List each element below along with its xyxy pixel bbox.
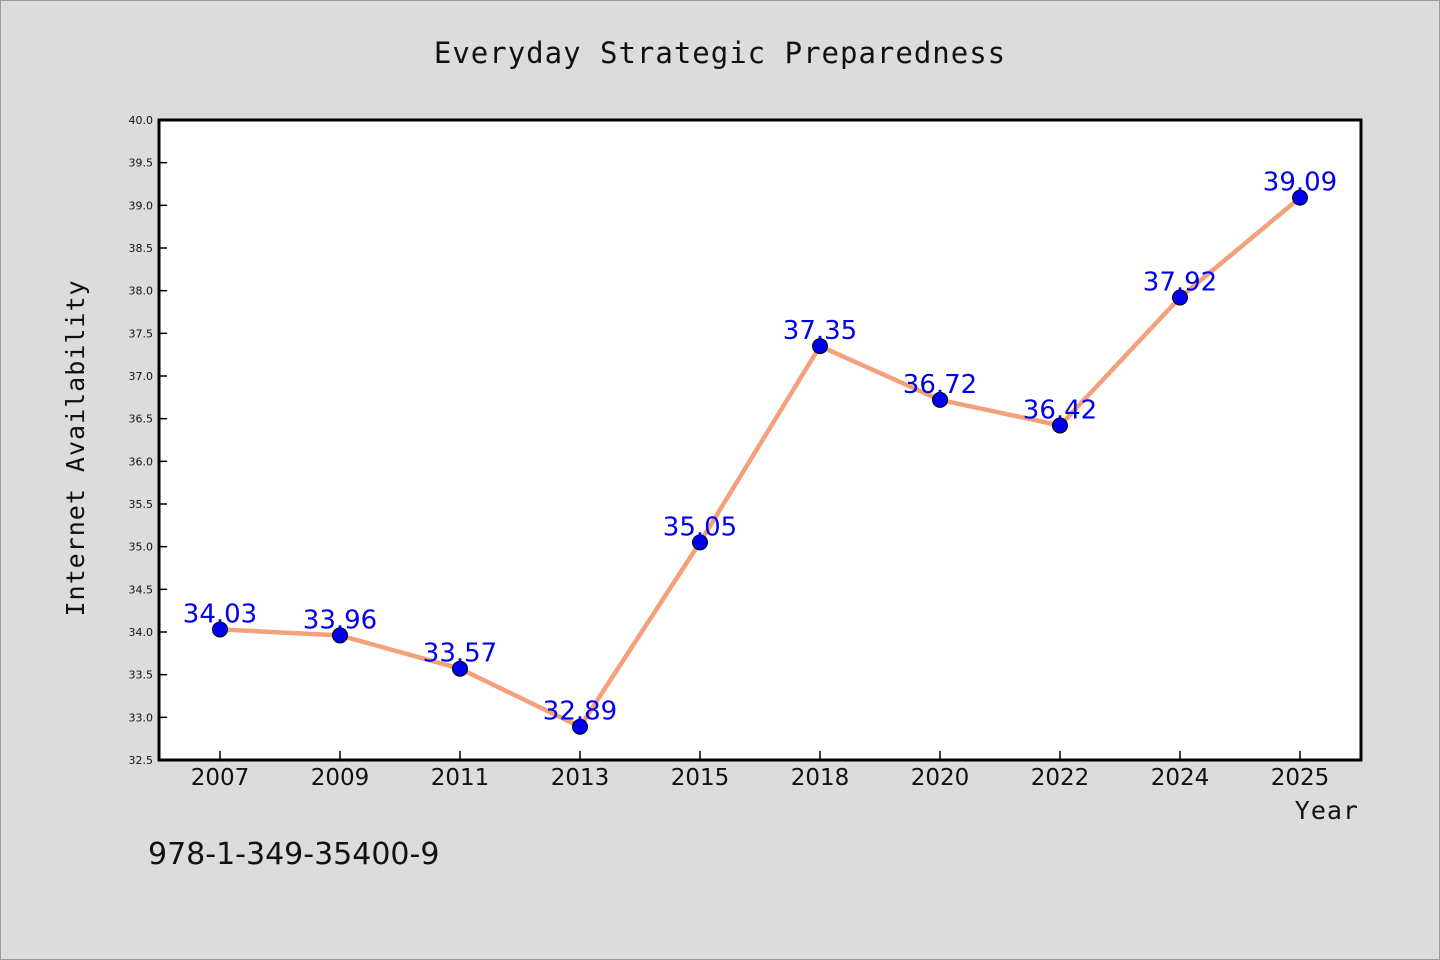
x-tick-label: 2011 (431, 765, 490, 791)
x-tick-label: 2013 (551, 765, 610, 791)
y-tick-label: 36.5 (129, 413, 154, 426)
x-tick-label: 2025 (1271, 765, 1330, 791)
data-point (332, 627, 348, 644)
chart-title: Everyday Strategic Preparedness (434, 36, 1006, 70)
x-tick-label: 2022 (1031, 765, 1090, 791)
data-label: 36.72 (903, 370, 977, 400)
series-markers (212, 189, 1308, 735)
x-tick-label: 2018 (791, 765, 850, 791)
data-label: 39.09 (1263, 168, 1337, 198)
data-point (1052, 417, 1068, 434)
data-label: 37.35 (783, 316, 857, 346)
series-line (217, 195, 1303, 729)
y-tick-label: 37.5 (129, 327, 154, 340)
x-tick-label: 2007 (191, 765, 250, 791)
y-tick-label: 38.5 (129, 242, 154, 255)
data-label: 37.92 (1143, 267, 1217, 297)
y-tick-label: 35.0 (129, 541, 154, 554)
y-tick-label: 38.0 (129, 285, 154, 298)
x-tick-label: 2024 (1151, 765, 1210, 791)
y-axis-label: Internet Availability (61, 279, 90, 616)
data-labels: 34.03 33.96 33.57 32.89 35.05 37.35 36.72 36.42… (183, 168, 1337, 727)
data-point (1172, 289, 1188, 306)
data-point (812, 338, 828, 355)
y-tick-label: 36.0 (129, 455, 154, 468)
data-point (212, 621, 228, 638)
data-label: 35.05 (663, 512, 737, 542)
y-tick-label: 32.5 (129, 754, 154, 767)
isbn-text: 978-1-349-35400-9 (148, 837, 439, 872)
x-tick-label: 2020 (911, 765, 970, 791)
x-tick-label: 2015 (671, 765, 730, 791)
y-tick-label: 33.0 (129, 711, 154, 724)
data-point (692, 534, 708, 551)
y-tick-label: 34.5 (129, 583, 154, 596)
y-tick-label: 37.0 (129, 370, 154, 383)
data-point (452, 660, 468, 677)
y-tick-label: 34.0 (129, 626, 154, 639)
y-axis: 32.5 33.0 33.5 34.0 34.5 35.0 35.5 36.0 36.5 37.0… (129, 114, 167, 767)
x-tick-label: 2009 (311, 765, 370, 791)
x-axis: 2007 2009 2011 2013 2015 2018 2020 2022 2024 2025 (191, 751, 1330, 791)
data-label: 32.89 (543, 697, 617, 727)
data-point (1292, 189, 1308, 206)
data-label: 33.57 (423, 639, 497, 669)
data-label: 34.03 (183, 599, 257, 629)
y-tick-label: 39.5 (129, 157, 154, 170)
data-label: 33.96 (303, 605, 377, 635)
x-axis-label: Year (1295, 796, 1359, 825)
y-tick-label: 33.5 (129, 669, 154, 682)
y-tick-label: 39.0 (129, 199, 154, 212)
data-point (932, 391, 948, 408)
y-tick-label: 35.5 (129, 498, 154, 511)
data-label: 36.42 (1023, 395, 1097, 425)
y-tick-label: 40.0 (129, 114, 154, 127)
data-point (572, 718, 588, 735)
